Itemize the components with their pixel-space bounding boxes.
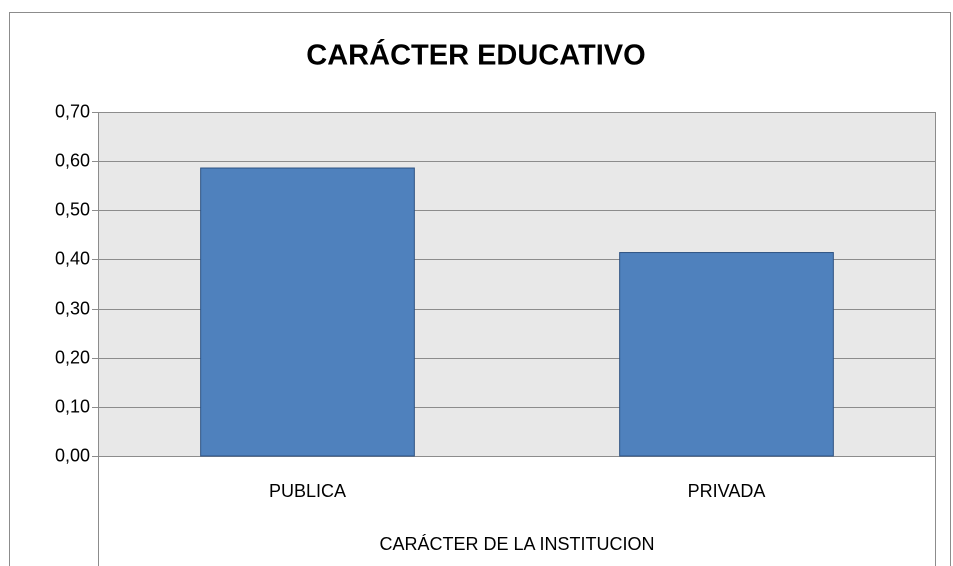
y-tick-label: 0,00: [55, 445, 90, 465]
y-tick-label: 0,20: [55, 347, 90, 367]
bar: [200, 167, 415, 457]
bar: [619, 252, 834, 457]
y-tick-label: 0,50: [55, 199, 90, 219]
y-tick-label: 0,70: [55, 101, 90, 121]
x-axis-title: CARÁCTER DE LA INSTITUCION: [379, 534, 654, 554]
x-tick-label: PUBLICA: [269, 481, 346, 501]
y-tick-label: 0,40: [55, 248, 90, 268]
y-tick-label: 0,10: [55, 396, 90, 416]
x-tick-label: PRIVADA: [688, 481, 766, 501]
y-tick-label: 0,60: [55, 150, 90, 170]
chart-title: CARÁCTER EDUCATIVO: [306, 38, 645, 72]
y-tick-label: 0,30: [55, 298, 90, 318]
